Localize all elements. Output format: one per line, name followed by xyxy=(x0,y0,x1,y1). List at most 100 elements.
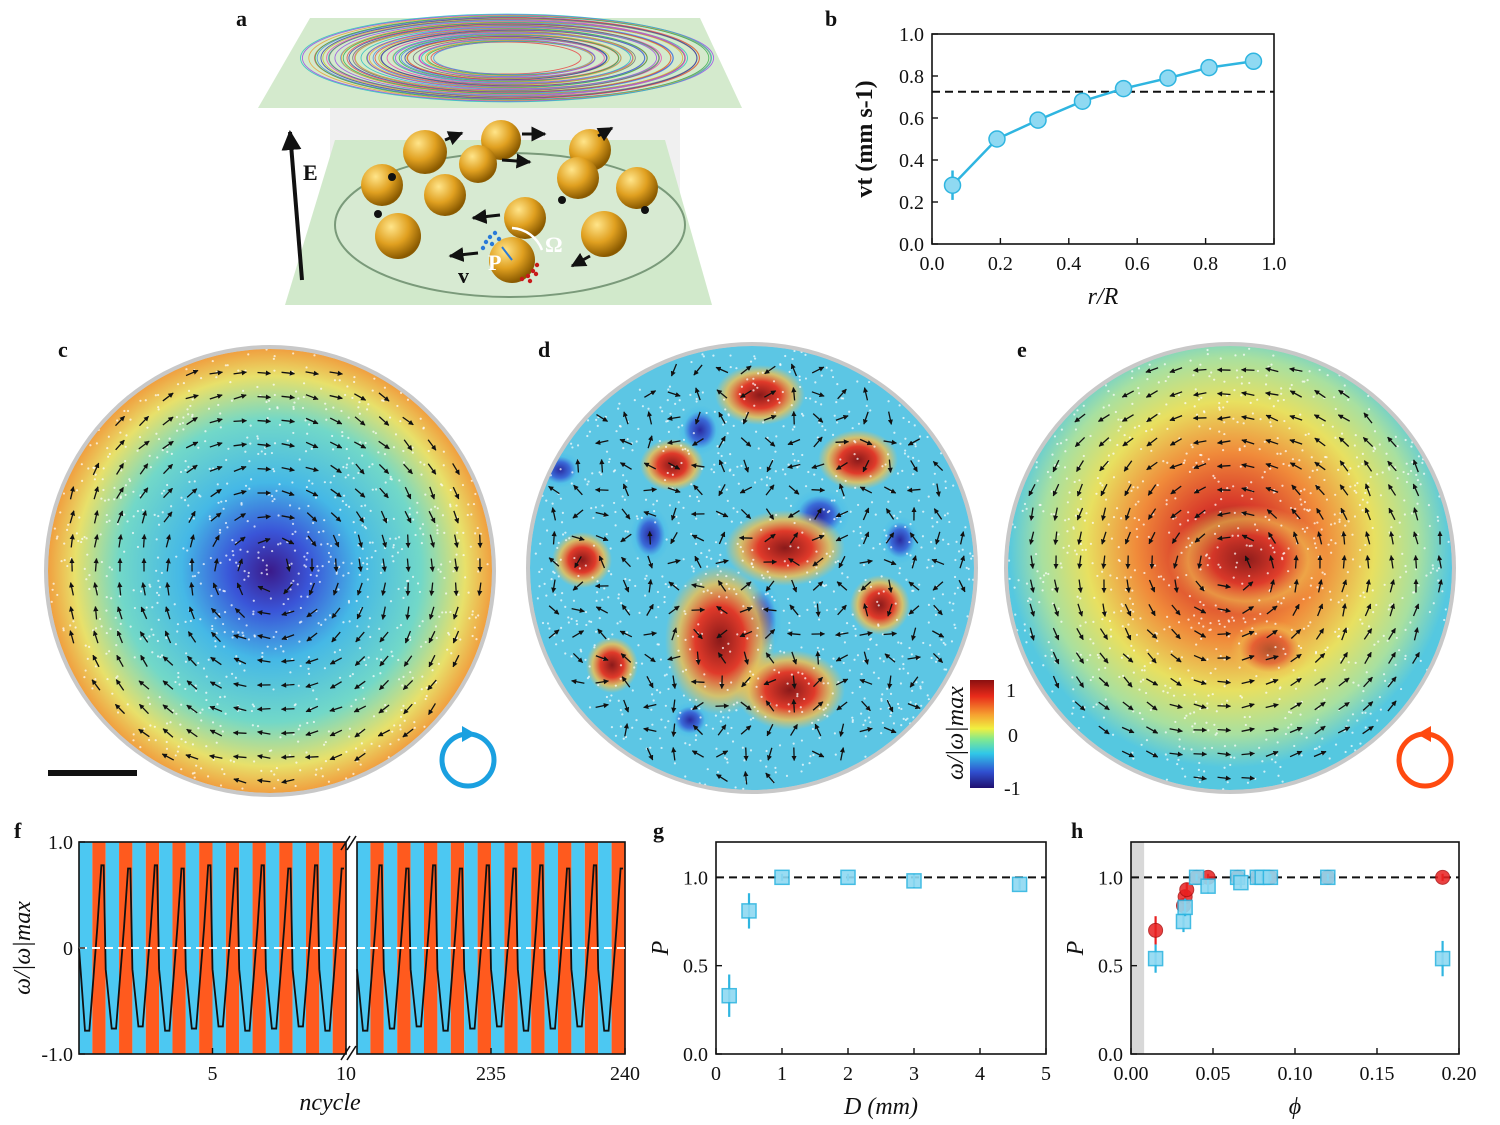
particle-dot xyxy=(1404,654,1407,657)
particle-dot xyxy=(297,684,300,687)
particle-dot xyxy=(1023,502,1027,506)
particle-dot xyxy=(697,499,700,503)
particle-dot xyxy=(1399,687,1403,691)
particle-dot xyxy=(252,610,255,613)
particle-dot xyxy=(307,479,311,482)
particle-dot xyxy=(865,404,868,407)
particle-dot xyxy=(1307,624,1310,628)
velocity-arrow xyxy=(811,534,825,542)
particle-dot xyxy=(1347,719,1350,722)
particle-dot xyxy=(303,564,306,567)
particle-dot xyxy=(1223,380,1226,383)
particle-dot xyxy=(1404,564,1407,568)
particle-dot xyxy=(108,566,111,569)
particle-dot xyxy=(1138,424,1141,428)
velocity-arrow xyxy=(1100,483,1108,497)
y-tick-label-b: 0.8 xyxy=(899,66,924,88)
velocity-arrow xyxy=(162,704,174,714)
particle-dot xyxy=(1328,590,1332,593)
particle-dot xyxy=(657,445,660,448)
particle-dot xyxy=(779,650,782,653)
particle-dot xyxy=(1108,404,1111,407)
particle-dot xyxy=(1223,658,1226,661)
particle-dot xyxy=(732,473,735,477)
particle-dot xyxy=(1072,700,1075,703)
particle-dot xyxy=(612,470,615,473)
particle-dot xyxy=(1275,754,1278,757)
data-point-b xyxy=(1200,58,1218,77)
velocity-arrow xyxy=(1338,677,1350,687)
particle-dot xyxy=(560,626,563,629)
velocity-arrow xyxy=(138,680,150,690)
velocity-arrow xyxy=(116,606,123,620)
particle-dot xyxy=(684,775,687,778)
velocity-arrow xyxy=(477,582,483,596)
particle-dot xyxy=(662,449,665,453)
particle-dot xyxy=(749,718,752,721)
particle-dot xyxy=(407,579,410,582)
particle-dot xyxy=(1258,599,1261,602)
particle-dot xyxy=(1410,512,1414,515)
particle-dot xyxy=(822,682,825,685)
velocity-arrow xyxy=(353,441,367,449)
colorbar-tick-max: 1 xyxy=(1006,680,1016,702)
particle-dot xyxy=(1066,530,1069,533)
velocity-arrow xyxy=(186,680,198,690)
particle-dot xyxy=(1068,491,1071,494)
particle-dot xyxy=(801,710,804,714)
particle-dot xyxy=(909,701,912,704)
velocity-arrow xyxy=(740,581,752,591)
particle-dot xyxy=(631,689,634,692)
velocity-arrow xyxy=(910,460,918,473)
velocity-arrow xyxy=(790,363,798,377)
x-axis-label: ϕ xyxy=(1289,1094,1301,1120)
particle-dot xyxy=(1208,557,1211,560)
data-point-b xyxy=(1159,69,1177,87)
particle-dot xyxy=(249,424,252,427)
particle xyxy=(403,130,447,174)
velocity-arrow xyxy=(1412,531,1419,545)
particle-dot xyxy=(1307,432,1310,435)
particle-dot xyxy=(737,571,740,574)
velocity-arrow xyxy=(883,631,897,637)
particle-dot xyxy=(877,677,880,680)
particle-dot xyxy=(1163,363,1166,366)
particle-dot xyxy=(732,507,735,510)
particle-dot xyxy=(1146,649,1149,652)
particle-dot xyxy=(182,428,185,431)
particle-dot xyxy=(1109,588,1113,591)
particle-dot xyxy=(1279,686,1282,689)
velocity-arrow xyxy=(305,417,319,425)
particle-dot xyxy=(775,435,778,438)
velocity-arrow xyxy=(1171,628,1181,640)
particle-dot xyxy=(1143,669,1146,672)
velocity-arrow xyxy=(162,392,174,402)
particle-dot xyxy=(332,448,335,451)
particle-dot xyxy=(358,573,361,576)
particle-dot xyxy=(424,493,427,496)
velocity-arrow xyxy=(165,582,171,596)
velocity-arrow xyxy=(1146,701,1158,711)
particle-dot xyxy=(760,574,764,577)
particle-dot xyxy=(682,438,686,441)
velocity-arrow xyxy=(887,675,893,689)
velocity-arrow xyxy=(1149,555,1155,570)
particle-dot xyxy=(1074,514,1078,517)
particle-dot xyxy=(205,698,208,702)
particle-dot xyxy=(564,652,567,655)
particle-dot xyxy=(691,635,695,638)
particle-dot xyxy=(1398,521,1401,524)
particle-dot xyxy=(1353,489,1356,492)
particle-dot xyxy=(914,442,917,446)
particle-dot xyxy=(1192,711,1196,714)
particle-dot xyxy=(909,554,912,557)
trajectory-ring xyxy=(406,36,610,80)
velocity-arrow xyxy=(453,582,459,597)
particle-dot xyxy=(1386,639,1389,642)
velocity-arrow xyxy=(257,658,271,664)
velocity-arrow xyxy=(1388,507,1396,521)
particle-dot xyxy=(359,441,362,444)
particle-dot xyxy=(1029,633,1032,636)
particle-dot xyxy=(349,675,352,678)
particle-dot xyxy=(1050,490,1053,493)
